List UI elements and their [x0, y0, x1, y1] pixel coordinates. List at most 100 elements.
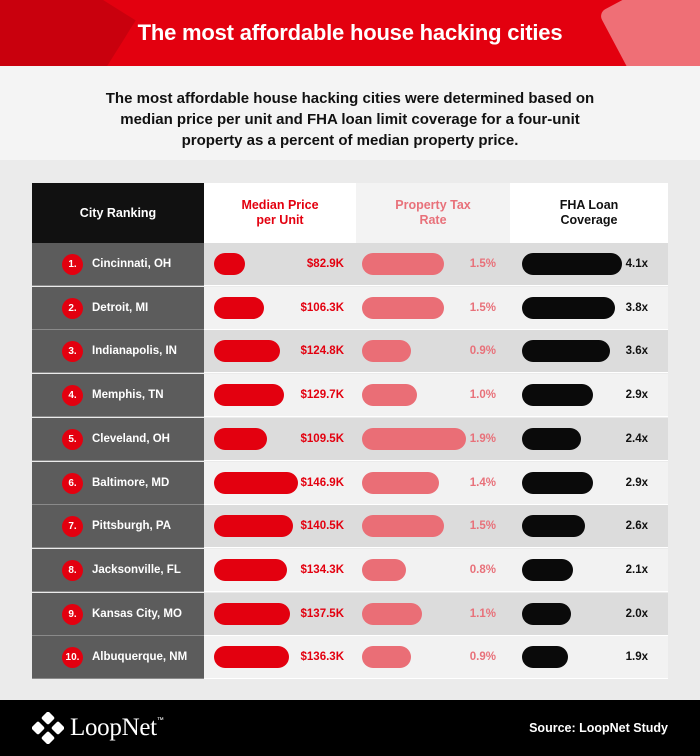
price-bar: [214, 427, 267, 450]
rank-badge: 7.: [62, 516, 83, 538]
fha-bar: [522, 602, 571, 625]
city-cell: 5. Cleveland, OH: [32, 417, 204, 461]
price-value: $134.3K: [300, 563, 344, 576]
tax-bar: [362, 340, 412, 363]
fha-value: 2.6x: [625, 520, 648, 533]
city-name: Kansas City, MO: [92, 607, 182, 620]
city-cell: 4. Memphis, TN: [32, 374, 204, 418]
header-median-price: Median Price per Unit: [204, 183, 356, 243]
header-price-line: per Unit: [256, 213, 304, 227]
tax-value: 0.8%: [469, 563, 496, 576]
rank-badge: 3.: [62, 341, 83, 363]
price-value: $82.9K: [306, 258, 344, 270]
city-name: Indianapolis, IN: [92, 345, 177, 358]
tax-value: 1.1%: [469, 607, 496, 620]
city-name: Baltimore, MD: [92, 476, 170, 489]
fha-value: 2.9x: [625, 476, 648, 489]
rank-badge: 4.: [62, 385, 83, 407]
page-title: The most affordable house hacking cities: [137, 20, 563, 45]
table-row: 5. Cleveland, OH $109.5K 1.9% 2.4x: [32, 417, 668, 461]
footer: LoopNet ™ Source: LoopNet Study: [0, 700, 700, 756]
fha-value: 2.1x: [625, 563, 648, 576]
table-row: 3. Indianapolis, IN $124.8K 0.9% 3.6x: [32, 330, 668, 374]
table-row: 4. Memphis, TN $129.7K 1.0% 2.9x: [32, 374, 668, 418]
tax-value: 0.9%: [469, 345, 496, 358]
subtitle-line: property as a percent of median property…: [181, 132, 519, 149]
price-bar: [214, 602, 291, 625]
tax-value: 1.9%: [469, 432, 496, 445]
fha-bar: [522, 340, 610, 363]
tax-value: 0.9%: [469, 651, 496, 664]
price-bar: [214, 471, 298, 494]
price-bar: [214, 384, 284, 407]
fha-value: 2.9x: [625, 389, 648, 402]
fha-bar: [522, 515, 586, 538]
table-row: 9. Kansas City, MO $137.5K 1.1% 2.0x: [32, 592, 668, 636]
city-name: Cincinnati, OH: [92, 258, 172, 270]
fha-value: 3.6x: [625, 345, 648, 358]
city-cell: 7. Pittsburgh, PA: [32, 505, 204, 549]
loopnet-logo: LoopNet ™: [32, 712, 164, 744]
fha-bar: [522, 646, 569, 669]
city-cell: 6. Baltimore, MD: [32, 461, 204, 505]
price-value: $140.5K: [300, 520, 344, 533]
table-row: 6. Baltimore, MD $146.9K 1.4% 2.9x: [32, 461, 668, 505]
price-bar: [214, 253, 245, 275]
city-cell: 2. Detroit, MI: [32, 286, 204, 330]
logo-wordmark: LoopNet: [70, 714, 157, 741]
loopnet-mark-icon: [32, 712, 64, 744]
subtitle-line: The most affordable house hacking cities…: [105, 90, 595, 107]
tax-value: 1.4%: [469, 476, 496, 489]
tax-bar: [362, 602, 423, 625]
tax-value: 1.0%: [469, 389, 496, 402]
price-bar: [214, 340, 280, 363]
price-value: $129.7K: [300, 389, 344, 402]
city-cell: 9. Kansas City, MO: [32, 592, 204, 636]
source-note: Source: LoopNet Study: [529, 721, 668, 735]
city-name: Jacksonville, FL: [92, 563, 181, 576]
subtitle: The most affordable house hacking cities…: [0, 88, 700, 151]
header-property-tax: Property Tax Rate: [356, 183, 510, 243]
rank-badge: 10.: [62, 647, 83, 669]
header-fha-line: Coverage: [560, 213, 618, 227]
city-cell: 1. Cincinnati, OH: [32, 243, 204, 286]
header-fha-coverage: FHA Loan Coverage: [510, 183, 668, 243]
city-name: Pittsburgh, PA: [92, 520, 172, 533]
fha-bar: [522, 253, 622, 275]
city-cell: 8. Jacksonville, FL: [32, 548, 204, 592]
tax-bar: [362, 515, 445, 538]
tax-bar: [362, 646, 412, 669]
price-bar: [214, 558, 288, 581]
rank-badge: 9.: [62, 603, 83, 625]
price-value: $146.9K: [300, 476, 344, 489]
fha-value: 2.4x: [625, 432, 648, 445]
city-name: Albuquerque, NM: [92, 651, 188, 664]
rank-badge: 8.: [62, 559, 83, 581]
header-tax-line: Rate: [419, 213, 447, 227]
tax-bar: [362, 296, 445, 319]
fha-value: 1.9x: [625, 651, 648, 664]
price-bar: [214, 296, 265, 319]
tax-value: 1.5%: [469, 301, 496, 314]
header-fha-line: FHA Loan: [559, 198, 619, 212]
price-value: $106.3K: [300, 301, 344, 314]
header-tax-line: Property Tax: [395, 198, 471, 212]
tax-value: 1.5%: [469, 258, 496, 270]
rank-badge: 6.: [62, 472, 83, 494]
fha-bar: [522, 471, 593, 494]
city-name: Detroit, MI: [92, 301, 149, 314]
price-value: $109.5K: [300, 432, 344, 445]
tax-bar: [362, 471, 439, 494]
price-value: $136.3K: [300, 651, 344, 664]
price-bar: [214, 515, 293, 538]
fha-value: 2.0x: [625, 607, 648, 620]
fha-value: 4.1x: [625, 258, 648, 270]
city-name: Cleveland, OH: [92, 432, 170, 445]
city-name: Memphis, TN: [92, 389, 164, 402]
rank-badge: 2.: [62, 297, 83, 319]
title-banner: The most affordable house hacking cities: [0, 0, 700, 66]
fha-value: 3.8x: [625, 301, 648, 314]
table-row: 2. Detroit, MI $106.3K 1.5% 3.8x: [32, 286, 668, 330]
table-row: 8. Jacksonville, FL $134.3K 0.8% 2.1x: [32, 548, 668, 592]
tax-value: 1.5%: [469, 520, 496, 533]
